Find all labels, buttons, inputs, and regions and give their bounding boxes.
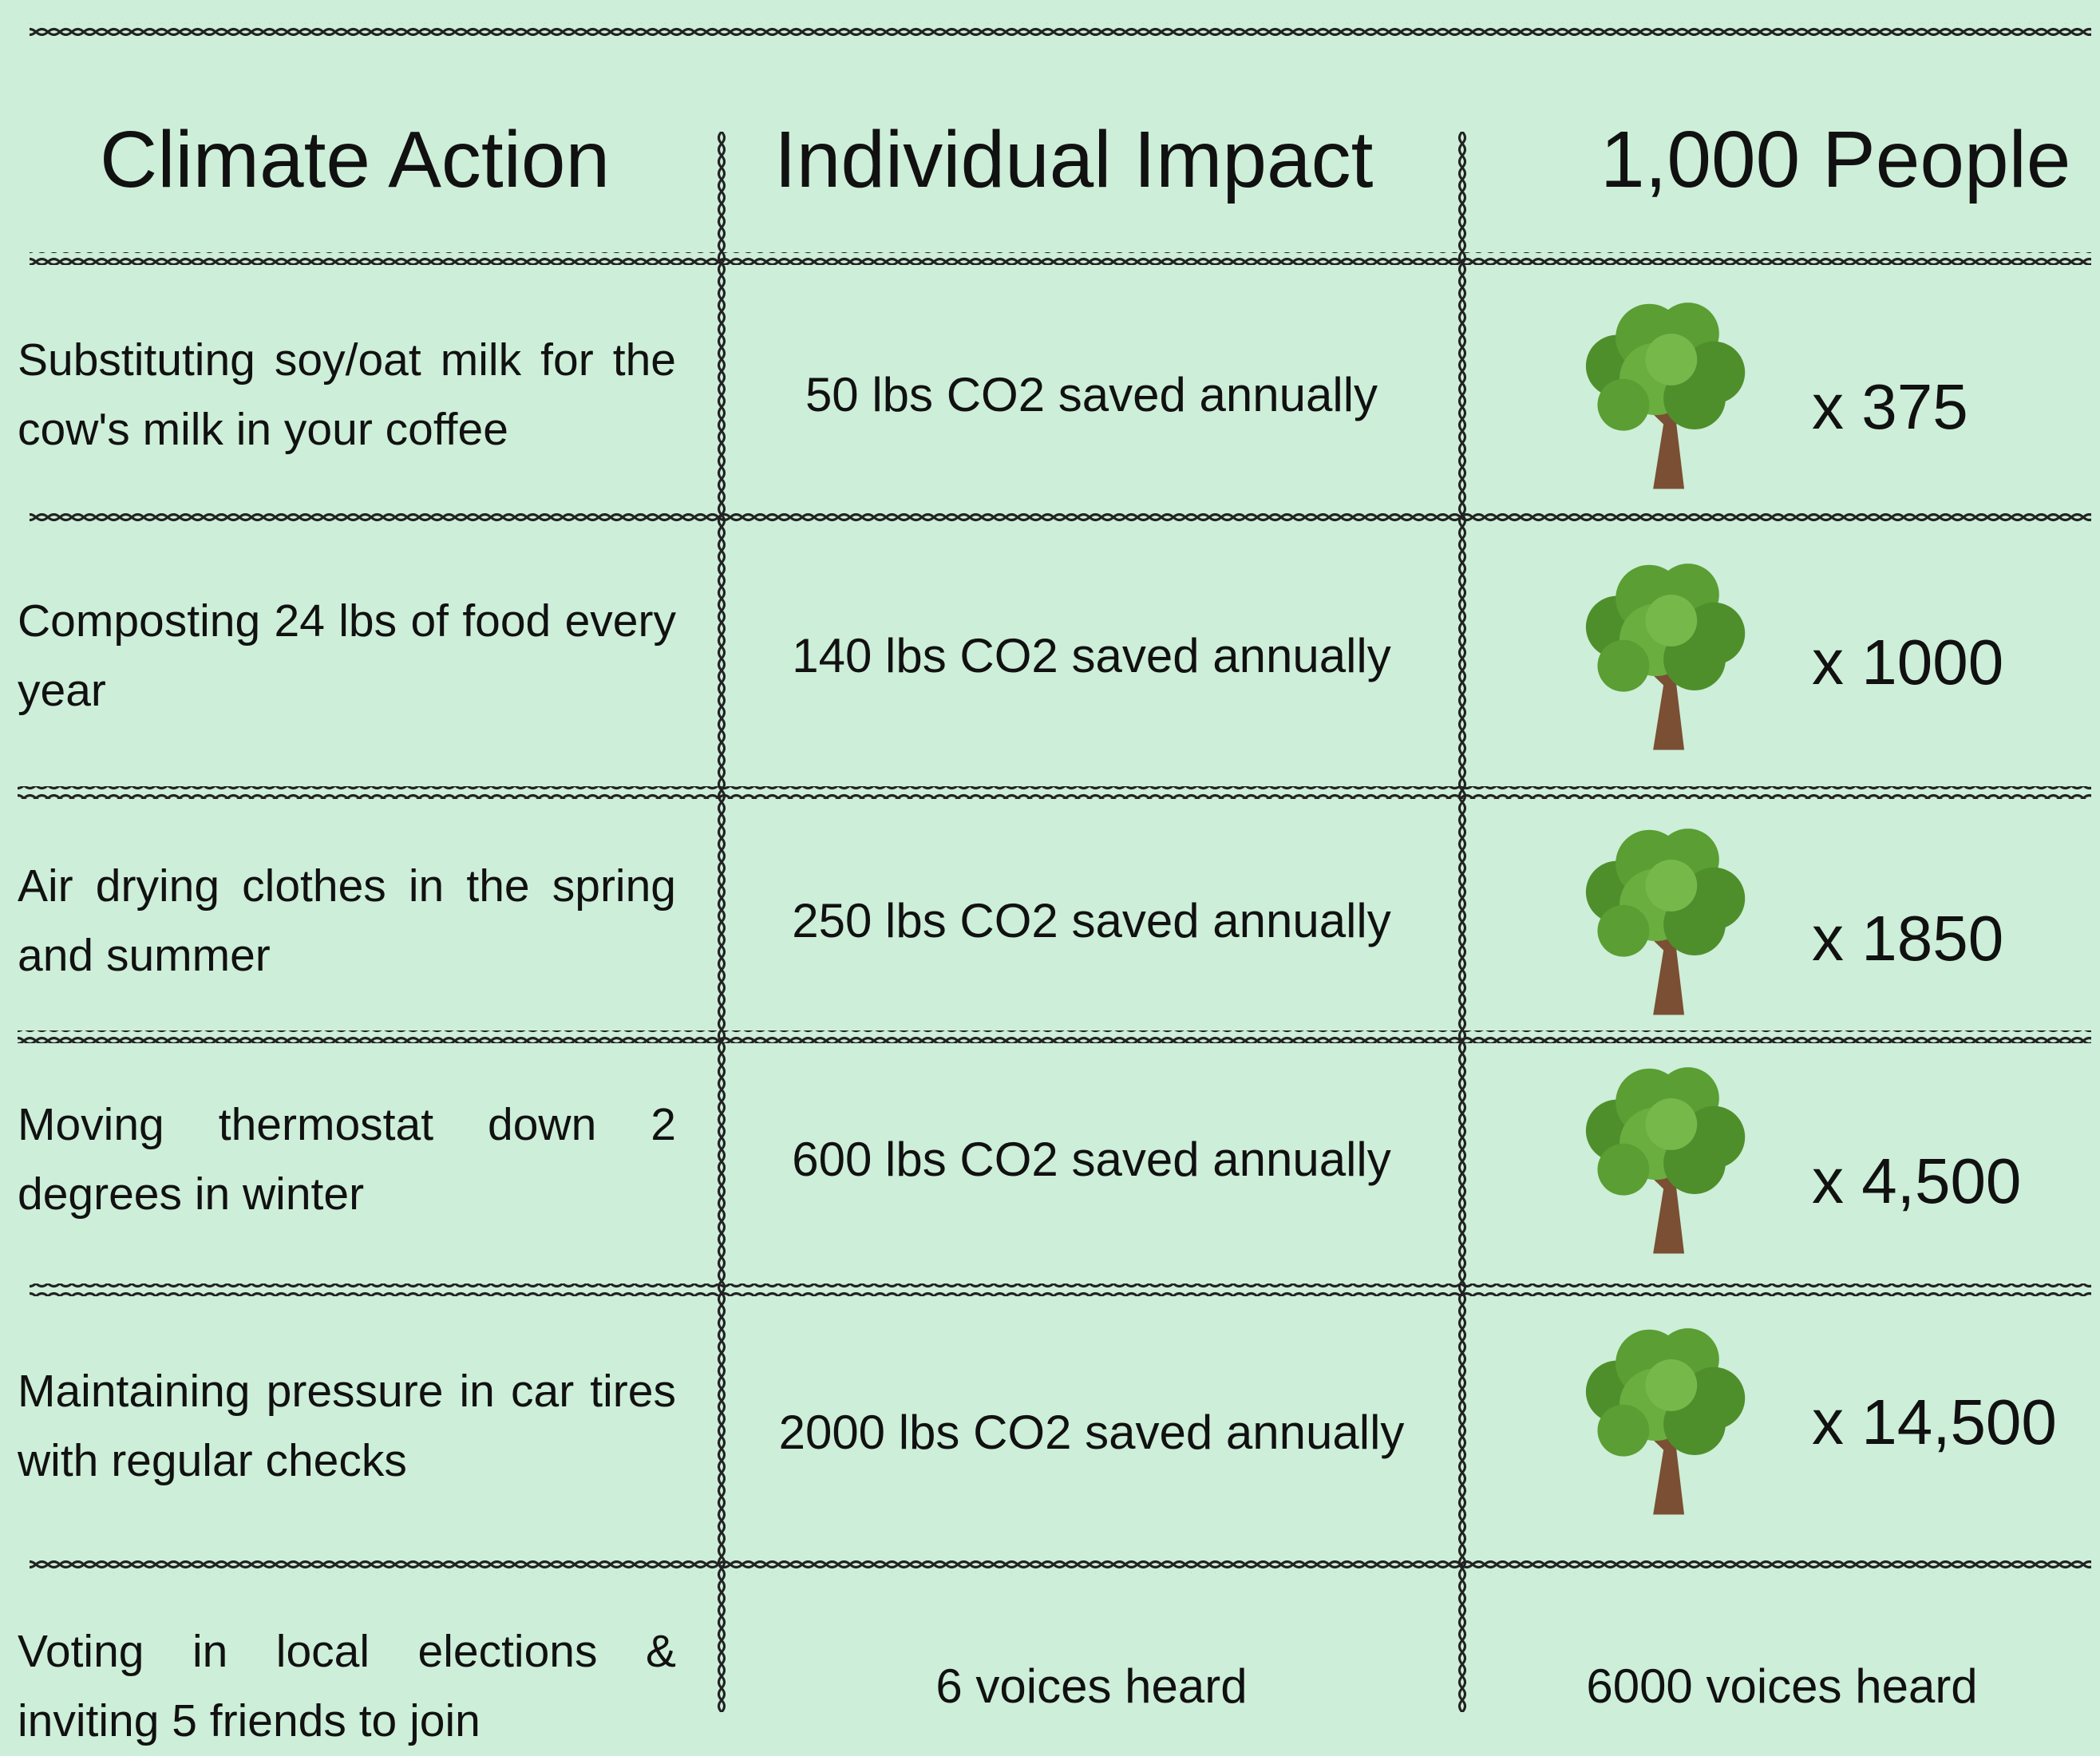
impact: 50 lbs CO2 saved annually [805,368,1378,421]
tree-icon [1576,1327,1748,1515]
people-impact: x 375 [1812,371,1968,442]
tree-icon [1576,302,1748,489]
impact: 2000 lbs CO2 saved annually [778,1406,1405,1459]
header: 1,000 People [1600,115,2071,204]
action: Maintaining pressure in car tires with r… [18,1366,676,1486]
people-impact: x 1850 [1812,903,2004,974]
action: Moving thermostat down 2 degrees in wint… [18,1099,676,1220]
impact: 600 lbs CO2 saved annually [792,1133,1391,1186]
impact: 250 lbs CO2 saved annually [792,894,1391,947]
header: Individual Impact [774,115,1374,204]
tree-icon [1576,1066,1748,1254]
people-impact: 6000 voices heard [1586,1659,1978,1713]
action: Composting 24 lbs of food every year [18,595,676,716]
action: Substituting soy/oat milk for the cow's … [18,334,676,455]
header: Climate Action [100,115,611,204]
impact: 6 voices heard [935,1659,1248,1713]
people-impact: x 14,500 [1812,1386,2057,1457]
action: Voting in local elections & inviting 5 f… [18,1626,676,1746]
action: Air drying clothes in the spring and sum… [18,860,676,981]
tree-icon [1576,563,1748,750]
impact: 140 lbs CO2 saved annually [792,629,1391,682]
people-impact: x 4,500 [1812,1145,2022,1216]
tree-icon [1576,828,1748,1015]
people-impact: x 1000 [1812,627,2004,698]
